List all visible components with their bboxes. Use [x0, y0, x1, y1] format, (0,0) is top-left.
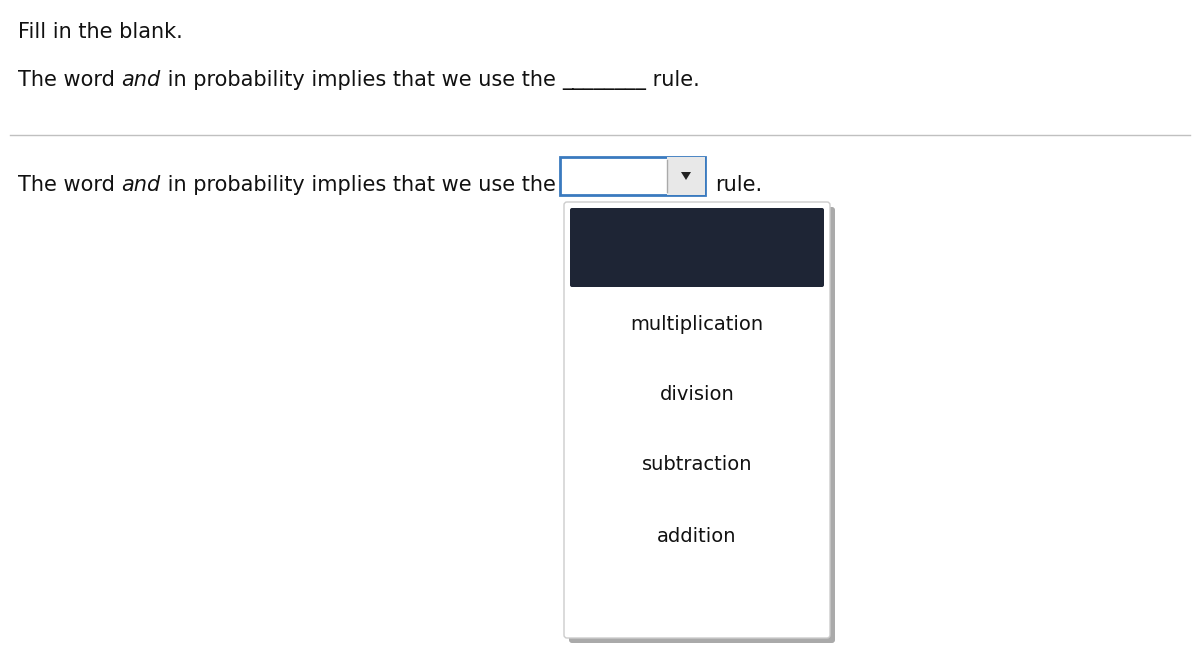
Text: in probability implies that we use the: in probability implies that we use the — [161, 70, 563, 90]
FancyBboxPatch shape — [569, 207, 835, 643]
Text: division: division — [660, 385, 734, 404]
Text: The word: The word — [18, 175, 121, 195]
Text: and: and — [121, 70, 161, 90]
Text: in probability implies that we use the: in probability implies that we use the — [161, 175, 563, 195]
Text: ________: ________ — [563, 70, 647, 90]
FancyBboxPatch shape — [564, 202, 830, 638]
Text: addition: addition — [658, 527, 737, 546]
Polygon shape — [682, 172, 691, 180]
FancyBboxPatch shape — [570, 208, 824, 287]
Bar — [560, 157, 706, 195]
Text: rule.: rule. — [647, 70, 700, 90]
Text: subtraction: subtraction — [642, 455, 752, 474]
Text: and: and — [121, 175, 161, 195]
Text: multiplication: multiplication — [630, 315, 763, 334]
Text: The word: The word — [18, 70, 121, 90]
Text: rule.: rule. — [715, 175, 762, 195]
Bar — [667, 157, 706, 195]
Text: Fill in the blank.: Fill in the blank. — [18, 22, 182, 42]
